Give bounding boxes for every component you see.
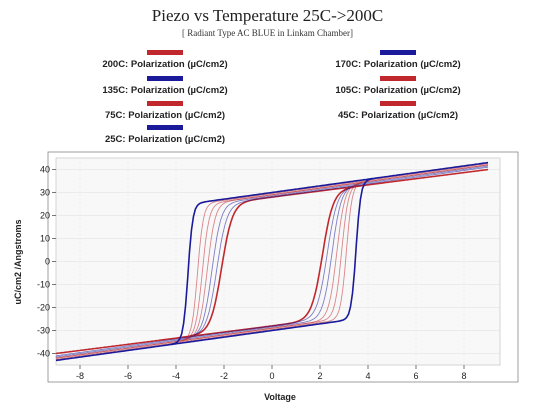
legend-swatch-170c [380,50,416,55]
legend-label-200c: 200C: Polarization (µC/cm2) [102,59,228,70]
legend-item-25c: 25C: Polarization (µC/cm2) [65,125,265,145]
legend-item-135c: 135C: Polarization (µC/cm2) [65,76,265,96]
series-line-200c [55,168,489,355]
legend-item-200c: 200C: Polarization (µC/cm2) [65,50,265,70]
series-line-75c [55,164,489,359]
x-tick-label: 4 [365,371,370,381]
legend-swatch-45c [380,101,416,106]
x-tick-label: -4 [172,371,180,381]
y-axis-label: uC/cm2 /Angstroms [13,219,23,304]
legend-item-75c: 75C: Polarization (µC/cm2) [65,101,265,121]
legend-label-170c: 170C: Polarization (µC/cm2) [335,59,461,70]
x-tick-label: -8 [76,371,84,381]
series-line-135c [55,165,489,358]
legend-swatch-25c [147,125,183,130]
legend-label-45c: 45C: Polarization (µC/cm2) [337,110,459,121]
y-tick-label: 0 [45,257,50,267]
x-tick-label: 0 [269,371,274,381]
y-tick-label: -40 [37,349,50,359]
x-tick-label: -2 [220,371,228,381]
legend-label-25c: 25C: Polarization (µC/cm2) [104,134,226,145]
x-axis-ticks: -8 -6 -4 -2 0 2 4 6 8 [76,365,467,381]
legend-swatch-105c [380,76,416,81]
y-tick-label: 30 [40,188,50,198]
chart-title: Piezo vs Temperature 25C->200C [151,6,384,25]
y-tick-label: 20 [40,211,50,221]
series-line-25c [55,161,489,362]
legend-item-45c: 45C: Polarization (µC/cm2) [298,101,498,121]
series-line-45c [55,163,489,360]
x-tick-label: 8 [461,371,466,381]
y-tick-label: 40 [40,165,50,175]
legend-swatch-200c [147,50,183,55]
legend-label-75c: 75C: Polarization (µC/cm2) [104,110,226,121]
y-tick-label: 10 [40,234,50,244]
x-tick-label: 2 [317,371,322,381]
x-tick-label: -6 [124,371,132,381]
legend-label-105c: 105C: Polarization (µC/cm2) [335,85,461,96]
y-tick-label: -20 [37,303,50,313]
y-axis-ticks: -40 -30 -20 -10 0 10 20 30 40 [37,165,56,359]
legend-swatch-75c [147,101,183,106]
legend-item-170c: 170C: Polarization (µC/cm2) [298,50,498,70]
hysteresis-curves [55,161,489,362]
chart-subtitle: [ Radiant Type AC BLUE in Linkam Chamber… [182,28,353,38]
legend-swatch-135c [147,76,183,81]
legend-label-135c: 135C: Polarization (µC/cm2) [102,85,228,96]
x-axis-label: Voltage [264,392,296,402]
series-line-170c [55,166,489,357]
y-tick-label: -10 [37,280,50,290]
legend-item-105c: 105C: Polarization (µC/cm2) [298,76,498,96]
y-tick-label: -30 [37,326,50,336]
x-tick-label: 6 [413,371,418,381]
